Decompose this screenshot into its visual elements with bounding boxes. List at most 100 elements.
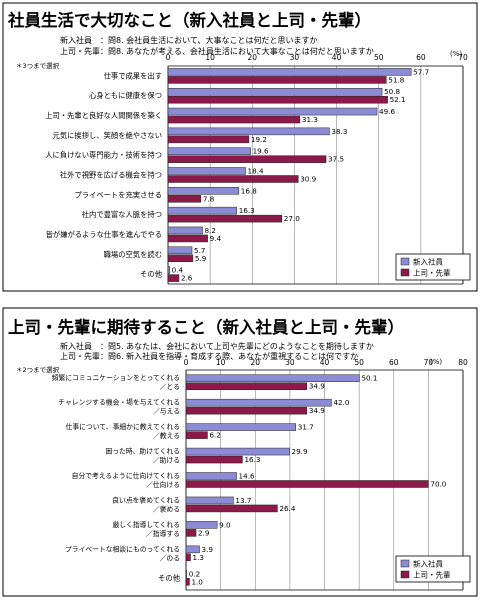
chart2-tick-label: 20	[250, 358, 260, 367]
chart1-question-2: 上司・先輩：問8. あなたが考える、会社員生活において大事なことは何だと思います…	[60, 46, 374, 56]
chart1-legend-label: 新入社員	[413, 257, 443, 267]
chart1-bar-boss-senior	[167, 76, 387, 84]
chart1-category-label: 上司・先輩と良好な人間関係を築く	[45, 111, 162, 120]
chart2-frame	[2, 307, 478, 597]
chart2-bar-new-employee	[185, 374, 360, 382]
chart1-bar-new-employee	[167, 226, 203, 235]
chart2-tick-label: 10	[216, 358, 226, 367]
chart2-tick-label: 60	[389, 358, 399, 367]
chart1-data-label: 8.2	[205, 226, 216, 235]
chart2-bar-boss-senior	[185, 504, 278, 513]
chart2-title: 上司・先輩に期待すること（新入社員と上司・先輩）	[8, 317, 404, 337]
chart1-data-label: 27.0	[284, 214, 300, 223]
chart1-bar-boss-senior	[167, 155, 327, 163]
chart2-tick-label: 0	[184, 358, 189, 367]
chart1-data-label: 18.4	[248, 167, 264, 176]
chart1-note: ＊3つまで選択	[16, 61, 60, 70]
chart1-data-label: 37.5	[328, 155, 344, 164]
chart2-category-label: ／のる	[160, 554, 180, 562]
chart2-bar-new-employee	[185, 545, 200, 554]
chart1-tick-label: 40	[332, 53, 342, 62]
chart1-category-label: 社内で豊富な人脈を持つ	[82, 210, 162, 219]
chart2-unit-label: (%)	[430, 358, 442, 366]
chart2-category-label: ／教える	[153, 431, 180, 440]
chart2-data-label: 3.9	[202, 545, 214, 554]
chart1-title: 社員生活で大切なこと（新入社員と上司・先輩）	[7, 10, 371, 30]
chart2-category-label: 仕事について、事細かに教えてくれる	[66, 422, 180, 431]
chart1-bar-new-employee	[167, 167, 246, 175]
chart1-tick-label: 20	[248, 53, 258, 62]
chart1-tick-label: 60	[416, 53, 426, 62]
chart2-tick-label: 70	[424, 358, 434, 367]
chart2-data-label: 0.2	[189, 569, 200, 578]
chart2-note: ＊2つまで選択	[16, 365, 60, 374]
chart2-question-1: 新入社員 ：問5. あなたは、会社において上司や先輩にどのようなことを期待します…	[60, 341, 374, 351]
chart2-data-label: 26.4	[279, 504, 295, 513]
chart2-legend-swatch	[400, 559, 410, 568]
chart2-category-label: 頻繁にコミュニケーションをとってくれる	[52, 373, 180, 382]
chart2-data-label: 2.9	[198, 528, 210, 537]
chart2-bar-new-employee	[185, 521, 218, 529]
chart1-bar-boss-senior	[167, 234, 208, 243]
chart1-data-label: 16.8	[241, 186, 257, 195]
chart1-bar-new-employee	[167, 87, 383, 96]
chart1-data-label: 30.9	[300, 175, 316, 184]
chart1-category-label: その他	[140, 270, 163, 279]
chart1-bar-new-employee	[167, 187, 240, 195]
chart2-bar-boss-senior	[185, 529, 197, 537]
chart2-data-label: 1.3	[193, 553, 204, 562]
chart1-data-label: 16.3	[239, 206, 255, 215]
chart1-bar-new-employee	[167, 107, 378, 116]
chart2-data-label: 16.3	[244, 455, 260, 464]
chart1-bar-new-employee	[167, 147, 251, 155]
chart1-question-1: 新入社員 ：問8. 会社員生活において、大事なことは何だと思いますか	[60, 35, 318, 45]
chart2-question-2: 上司・先輩：問6. 新入社員を指導・育成する際、あなたが重視することは何ですか	[60, 351, 358, 361]
chart1-data-label: 49.6	[379, 107, 395, 116]
chart1-bar-boss-senior	[167, 115, 301, 124]
chart1-bar-boss-senior	[167, 135, 250, 144]
chart2-bar-boss-senior	[185, 406, 308, 415]
chart1-tick-label: 10	[205, 53, 215, 62]
chart1-tick-label: 30	[290, 53, 300, 62]
chart1-data-label: 9.4	[210, 234, 222, 243]
chart1-data-label: 2.6	[181, 274, 193, 283]
chart2-data-label: 42.0	[333, 398, 349, 407]
chart1-legend-label: 上司・先輩	[413, 268, 451, 278]
chart2-data-label: 70.0	[430, 480, 446, 489]
chart1-unit-label: (%)	[450, 50, 462, 58]
chart2-data-label: 34.9	[309, 406, 325, 415]
chart1-bar-boss-senior	[167, 195, 202, 203]
chart1-tick-label: 0	[166, 53, 171, 62]
chart2-bar-new-employee	[185, 472, 237, 480]
chart1-category-label: 元気に挨拶し、笑顔を絶やさない	[53, 131, 162, 140]
chart2-category-label: ／指導する	[146, 529, 180, 538]
chart1-bar-boss-senior	[167, 214, 283, 223]
chart1-data-label: 31.3	[302, 115, 318, 124]
chart1-data-label: 5.7	[194, 246, 205, 255]
chart2-category-label: 自分で考えるように仕向けてくれる	[72, 471, 180, 480]
chart1-category-label: 職場の空気を読む	[104, 250, 162, 259]
chart2-bar-boss-senior	[185, 480, 429, 488]
chart1-bar-boss-senior	[167, 175, 299, 183]
chart1-data-label: 38.3	[331, 127, 347, 136]
chart2-bar-boss-senior	[185, 382, 308, 390]
chart2-data-label: 31.7	[298, 423, 314, 432]
chart2-bar-boss-senior	[185, 553, 191, 562]
chart1-bar-new-employee	[167, 266, 170, 274]
chart1-category-label: 心身ともに健康を保つ	[89, 91, 162, 100]
chart2-category-label: その他	[158, 573, 181, 582]
chart1-data-label: 0.4	[172, 266, 184, 275]
chart1-bar-boss-senior	[167, 274, 180, 282]
chart1-category-label: 人に負けない専門能力・技術を持つ	[45, 151, 162, 160]
chart1-bar-boss-senior	[167, 95, 388, 104]
chart1-frame	[2, 2, 478, 292]
chart2-legend-label: 上司・先輩	[413, 570, 451, 580]
chart1-data-label: 19.6	[253, 147, 269, 156]
chart1-bar-new-employee	[167, 206, 237, 215]
chart2-data-label: 34.9	[309, 382, 325, 391]
chart2-tick-label: 40	[320, 358, 330, 367]
chart2-category-label: ／与える	[153, 408, 180, 416]
chart1-bar-boss-senior	[167, 254, 194, 263]
